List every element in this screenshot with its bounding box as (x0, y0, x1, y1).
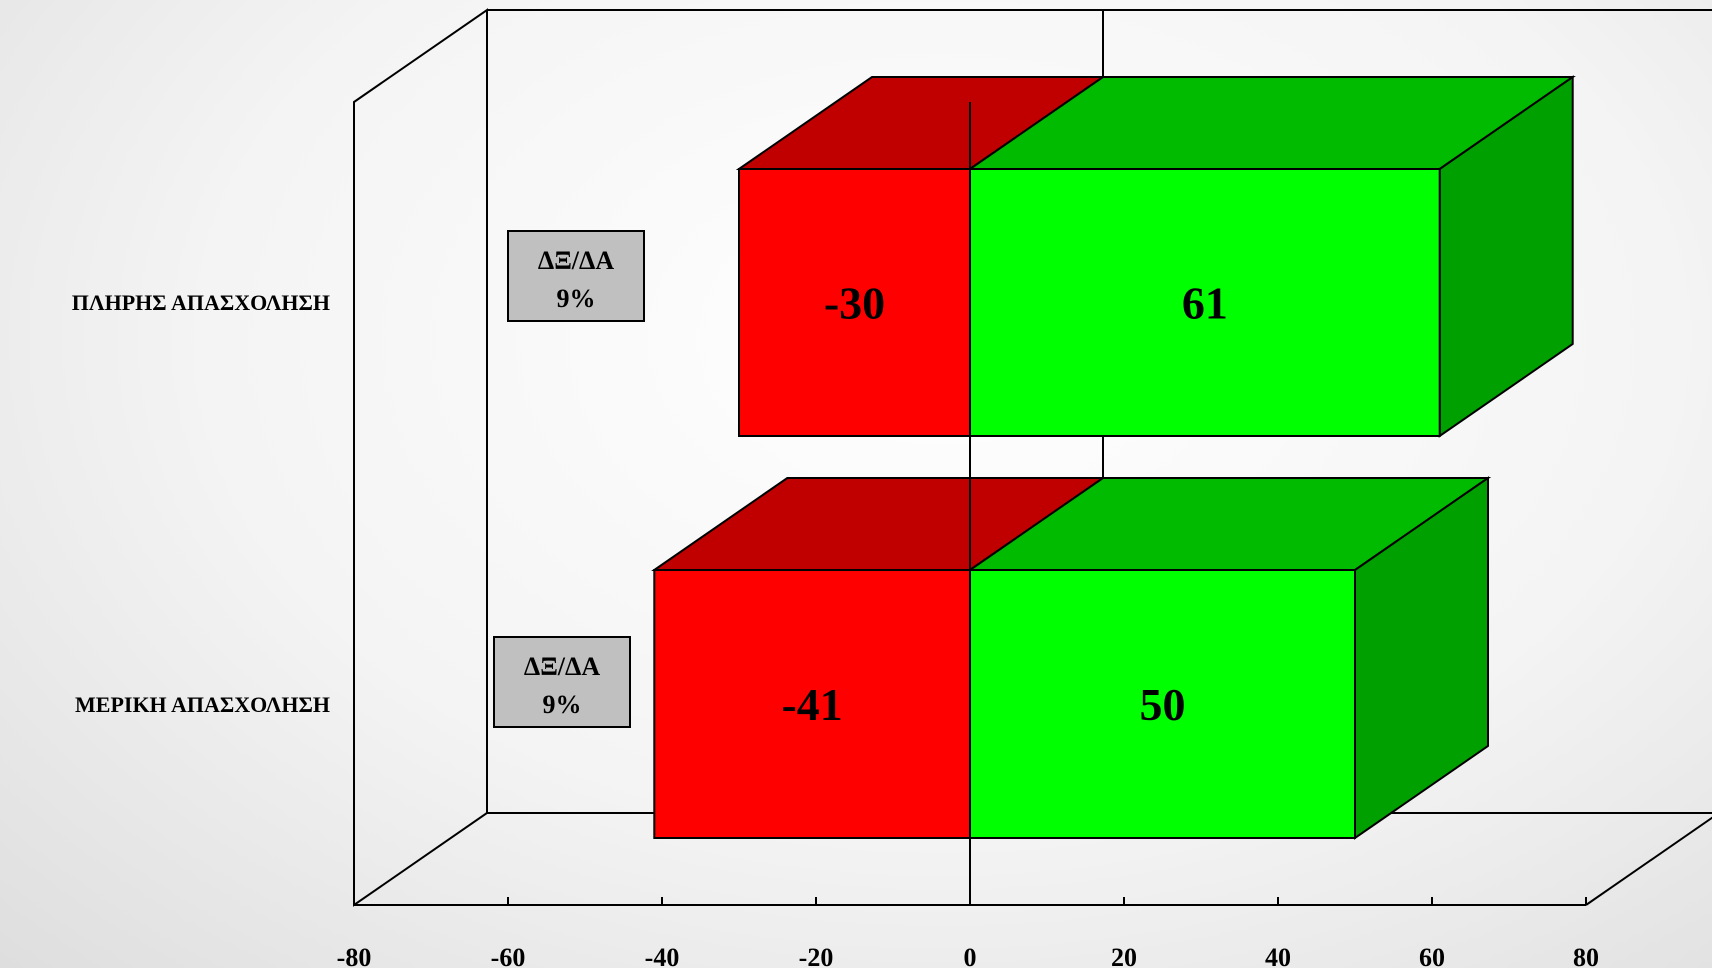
dk-box-bg (493, 636, 631, 728)
side-boxes: ΔΞ/ΔΑ 9% ΔΞ/ΔΑ 9% (493, 230, 645, 728)
left-wall (353, 8, 488, 907)
x-tick-label: 40 (1265, 943, 1291, 968)
bar-group: -30 61 (735, 75, 1576, 438)
category-label: ΠΛΗΡΗΣ ΑΠΑΣΧΟΛΗΣΗ (72, 290, 330, 315)
dk-box-line2: 9% (543, 690, 582, 719)
dk-box-line1: ΔΞ/ΔΑ (524, 652, 600, 681)
x-tick-label: -20 (799, 943, 834, 968)
bar-positive (969, 569, 1356, 839)
dk-box-line1: ΔΞ/ΔΑ (538, 246, 614, 275)
dk-box: ΔΞ/ΔΑ 9% (507, 230, 645, 322)
bar-positive (969, 168, 1441, 437)
dk-box: ΔΞ/ΔΑ 9% (493, 636, 631, 728)
x-tick-label: -80 (337, 943, 372, 968)
category-label: ΜΕΡΙΚΗ ΑΠΑΣΧΟΛΗΣΗ (75, 692, 330, 717)
bar-group: -41 50 (651, 476, 1492, 840)
x-tick-label: 60 (1419, 943, 1445, 968)
x-tick-label: 0 (964, 943, 977, 968)
data-label-negative: -41 (781, 679, 842, 730)
floor-right-edge (1585, 816, 1712, 906)
x-tick-label: -60 (491, 943, 526, 968)
data-label-negative: -30 (824, 278, 885, 329)
bar-negative (653, 569, 971, 839)
data-label-positive: 50 (1140, 679, 1186, 730)
x-tick-label: -40 (645, 943, 680, 968)
bars: -30 61 -41 50 (651, 75, 1576, 905)
dk-box-line2: 9% (557, 284, 596, 313)
category-labels: ΠΛΗΡΗΣ ΑΠΑΣΧΟΛΗΣΗ ΜΕΡΙΚΗ ΑΠΑΣΧΟΛΗΣΗ (72, 290, 330, 717)
x-tick-label: 20 (1111, 943, 1137, 968)
data-label-positive: 61 (1182, 278, 1228, 329)
x-tick-label: 80 (1573, 943, 1599, 968)
dk-box-bg (507, 230, 645, 322)
x-axis-ticks: -80 -60 -40 -20 0 20 40 60 80 (337, 897, 1599, 968)
bar-negative (738, 168, 971, 437)
